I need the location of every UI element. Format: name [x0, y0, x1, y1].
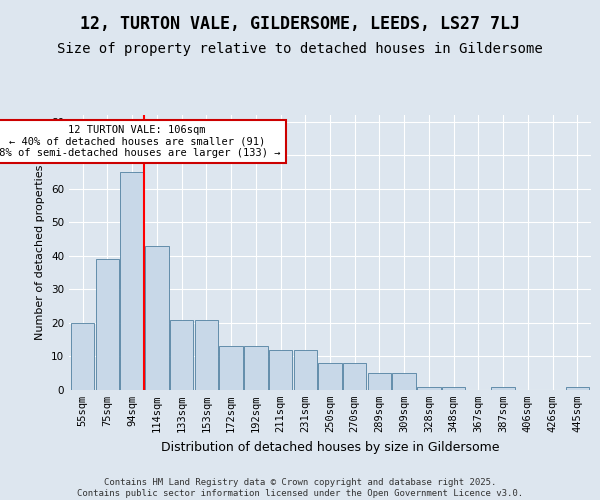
Bar [170, 320, 193, 390]
Bar [293, 350, 317, 390]
Bar [417, 386, 441, 390]
Bar [269, 350, 292, 390]
Bar [491, 386, 515, 390]
Bar [566, 386, 589, 390]
Text: Size of property relative to detached houses in Gildersome: Size of property relative to detached ho… [57, 42, 543, 56]
Bar [121, 172, 144, 390]
Bar [194, 320, 218, 390]
Bar [95, 259, 119, 390]
Bar [145, 246, 169, 390]
Text: 12, TURTON VALE, GILDERSOME, LEEDS, LS27 7LJ: 12, TURTON VALE, GILDERSOME, LEEDS, LS27… [80, 15, 520, 33]
X-axis label: Distribution of detached houses by size in Gildersome: Distribution of detached houses by size … [161, 440, 499, 454]
Bar [442, 386, 466, 390]
Text: 12 TURTON VALE: 106sqm
← 40% of detached houses are smaller (91)
58% of semi-det: 12 TURTON VALE: 106sqm ← 40% of detached… [0, 125, 281, 158]
Bar [368, 373, 391, 390]
Bar [392, 373, 416, 390]
Text: Contains HM Land Registry data © Crown copyright and database right 2025.
Contai: Contains HM Land Registry data © Crown c… [77, 478, 523, 498]
Bar [318, 363, 342, 390]
Bar [71, 323, 94, 390]
Bar [244, 346, 268, 390]
Bar [343, 363, 367, 390]
Y-axis label: Number of detached properties: Number of detached properties [35, 165, 46, 340]
Bar [219, 346, 243, 390]
